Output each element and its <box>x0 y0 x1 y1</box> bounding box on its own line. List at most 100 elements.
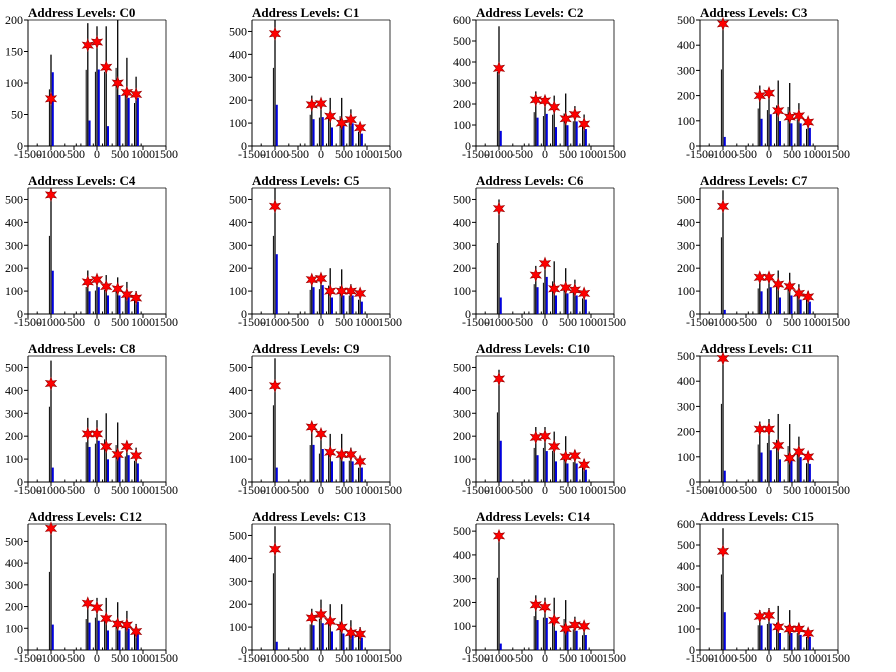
x-tick-label: 1000 <box>579 315 603 329</box>
y-tick-label: 400 <box>453 383 471 397</box>
y-tick-label: 0 <box>241 475 247 489</box>
x-tick-label: -1500 <box>686 483 714 497</box>
peak-marker <box>538 93 552 108</box>
x-tick-label: 0 <box>318 483 324 497</box>
x-tick-label: -1500 <box>238 147 266 161</box>
peak-marker <box>353 454 367 469</box>
peak-marker <box>344 447 358 462</box>
x-tick-label: 500 <box>111 315 129 329</box>
x-tick-label: 0 <box>766 315 772 329</box>
x-tick-label: 1500 <box>826 651 850 665</box>
x-tick-label: 1000 <box>131 315 155 329</box>
y-tick-label: 300 <box>5 406 23 420</box>
x-tick-label: 1000 <box>131 483 155 497</box>
chart-title: Address Levels: C5 <box>252 173 360 188</box>
chart-panel: Address Levels: C40100200300400500-1500-… <box>5 173 178 329</box>
peak-marker <box>44 187 58 202</box>
x-tick-label: -1000 <box>709 483 737 497</box>
y-tick-label: 100 <box>229 116 247 130</box>
chart-panel: Address Levels: C13 0 100 200 300 400 500 -1500… <box>229 509 402 665</box>
peak-marker <box>90 600 104 615</box>
x-tick-label: -1500 <box>238 315 266 329</box>
peak-marker <box>100 439 113 454</box>
peak-marker <box>762 422 776 437</box>
x-tick-label: 0 <box>766 147 772 161</box>
peak-marker <box>577 116 591 132</box>
y-tick-label: 0 <box>241 307 247 321</box>
y-tick-label: 0 <box>689 139 695 153</box>
y-tick-label: 500 <box>229 24 247 38</box>
chart-panel: Address Levels: C60100200300400500-1500-… <box>453 173 626 329</box>
x-tick-label: 1000 <box>579 147 603 161</box>
x-tick-label: 1500 <box>602 147 626 161</box>
peak-marker <box>577 286 591 301</box>
y-tick-label: 400 <box>229 47 247 61</box>
peak-marker <box>314 271 328 286</box>
x-tick-label: 1000 <box>355 147 379 161</box>
y-tick-label: 500 <box>677 349 695 363</box>
peak-marker <box>529 92 542 107</box>
x-tick-label: 0 <box>318 651 324 665</box>
y-tick-label: 200 <box>453 97 471 111</box>
x-tick-label: 1500 <box>826 315 850 329</box>
chart-title: Address Levels: C15 <box>700 509 814 524</box>
peak-marker <box>111 616 124 631</box>
y-tick-label: 500 <box>5 360 23 374</box>
chart-title: Address Levels: C1 <box>252 5 359 20</box>
peak-marker <box>792 444 806 459</box>
y-tick-label: 200 <box>453 429 471 443</box>
peak-marker <box>772 103 785 118</box>
y-tick-label: 100 <box>677 450 695 464</box>
x-tick-label: 1500 <box>826 483 850 497</box>
peak-marker <box>335 284 348 299</box>
y-tick-label: 400 <box>5 383 23 397</box>
x-tick-label: -500 <box>735 315 757 329</box>
x-tick-label: -1000 <box>709 651 737 665</box>
peak-marker <box>324 109 337 124</box>
x-tick-label: -1000 <box>37 483 65 497</box>
y-tick-label: 300 <box>677 580 695 594</box>
x-tick-label: -1000 <box>261 315 289 329</box>
y-tick-label: 50 <box>11 108 23 122</box>
peak-marker <box>538 600 552 615</box>
y-tick-label: 500 <box>453 192 471 206</box>
x-tick-label: -1500 <box>686 315 714 329</box>
chart-panel: Address Levels: C90100200300400500-1500-… <box>229 341 402 497</box>
peak-marker <box>568 617 582 633</box>
peak-marker <box>548 613 561 628</box>
x-tick-label: 500 <box>559 147 577 161</box>
y-tick-label: 300 <box>229 70 247 84</box>
peak-marker <box>492 201 506 216</box>
peak-marker <box>492 528 506 543</box>
y-tick-label: 300 <box>453 76 471 90</box>
x-tick-label: 0 <box>94 483 100 497</box>
x-tick-label: 500 <box>335 651 353 665</box>
peak-marker <box>783 451 796 466</box>
x-tick-label: 0 <box>542 147 548 161</box>
y-tick-label: 150 <box>5 45 23 59</box>
peak-marker <box>772 619 785 634</box>
chart-panel: Address Levels: C80100200300400500-1500-… <box>5 341 178 497</box>
y-tick-label: 200 <box>229 261 247 275</box>
peak-marker <box>305 419 318 435</box>
chart-panel: Address Levels: C0 0 50 100 150 200 -1500-1000… <box>5 5 178 161</box>
y-tick-label: 300 <box>677 238 695 252</box>
chart-title: Address Levels: C9 <box>252 341 360 356</box>
x-tick-label: -1500 <box>14 315 42 329</box>
chart-title: Address Levels: C2 <box>476 5 583 20</box>
y-tick-label: 500 <box>453 34 471 48</box>
x-tick-label: -1500 <box>462 147 490 161</box>
x-tick-label: -1000 <box>37 147 65 161</box>
x-tick-label: -1000 <box>261 483 289 497</box>
x-tick-label: 500 <box>783 483 801 497</box>
peak-marker <box>577 619 591 634</box>
peak-marker <box>762 86 776 101</box>
peak-marker <box>753 88 766 103</box>
y-tick-label: 300 <box>5 578 23 592</box>
peak-marker <box>529 597 542 612</box>
y-tick-label: 0 <box>17 307 23 321</box>
y-tick-label: 100 <box>677 114 695 128</box>
chart-title: Address Levels: C4 <box>28 173 136 188</box>
peak-marker <box>568 448 582 463</box>
